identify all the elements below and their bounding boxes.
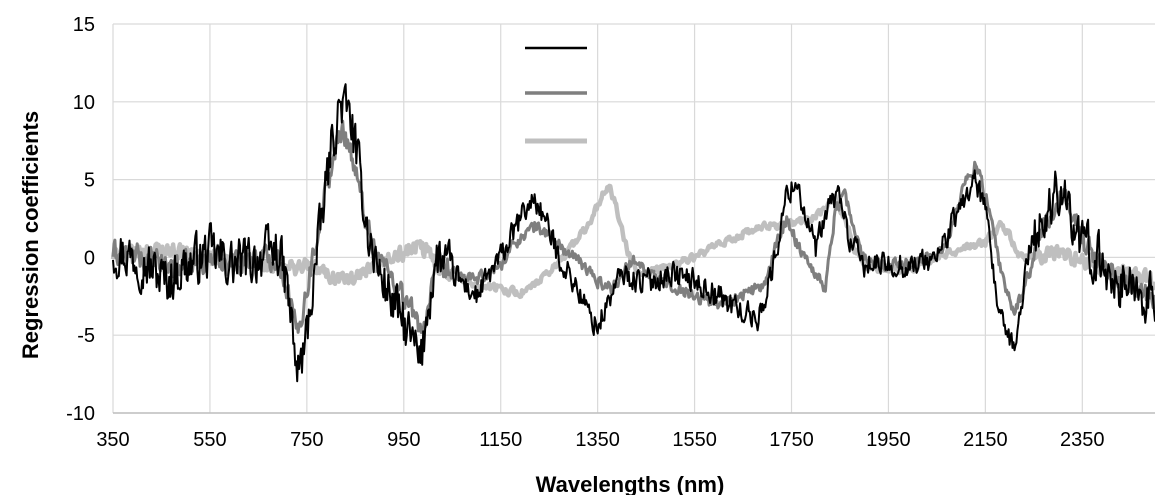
x-tick-label: 1150 [479, 429, 522, 451]
x-tick-label: 950 [387, 429, 420, 451]
y-tick-label: -10 [66, 403, 95, 425]
x-tick-label: 2350 [1060, 429, 1105, 451]
x-tick-label: 350 [96, 429, 129, 451]
x-tick-label: 1750 [769, 429, 814, 451]
x-tick-label: 1950 [866, 429, 911, 451]
x-tick-label: 750 [290, 429, 323, 451]
x-axis-title: Wavelengths (nm) [536, 472, 725, 495]
tick-labels: -10 -5 0 5 10 15 350 550 750 950 1150 1350 1550 1750 1… [66, 14, 1104, 451]
x-tick-label: 1550 [672, 429, 717, 451]
x-tick-label: 550 [193, 429, 226, 451]
y-tick-label: 5 [84, 170, 95, 192]
y-axis-title: Regression coefficients [18, 111, 43, 359]
x-tick-label: 1350 [575, 429, 620, 451]
y-tick-label: 10 [73, 92, 95, 114]
y-tick-label: -5 [77, 325, 95, 347]
series-lines [110, 83, 1155, 383]
y-tick-label: 15 [73, 14, 95, 36]
series-line-1 [112, 83, 1155, 383]
legend [525, 46, 587, 144]
x-tick-label: 2150 [963, 429, 1008, 451]
series-line-2 [111, 119, 1155, 334]
y-tick-label: 0 [84, 247, 95, 269]
